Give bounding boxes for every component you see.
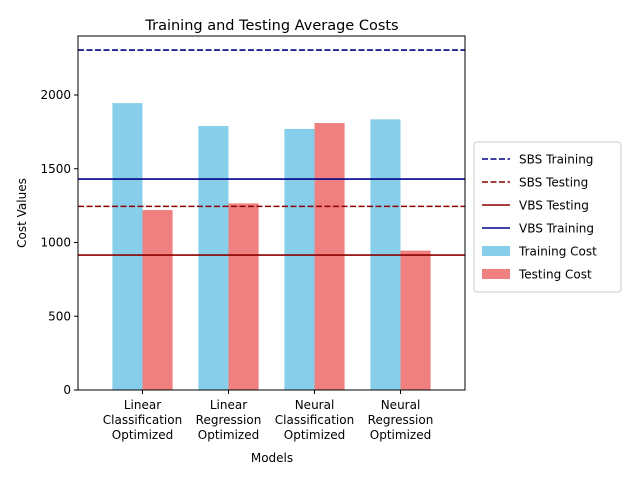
legend-label: Testing Cost [518,268,592,282]
y-tick-label: 0 [63,383,71,397]
y-axis-label: Cost Values [15,178,29,248]
legend-label: VBS Testing [519,199,589,213]
y-tick-label: 1000 [40,236,71,250]
y-axis: 0 500 1000 1500 2000 [40,88,78,397]
y-tick-label: 500 [48,309,71,323]
x-tick-label-4: Neural Regression Optimized [368,398,434,442]
x-axis: Linear Classification Optimized Linear Regre… [103,390,434,442]
testing-cost-bar-1 [142,210,173,390]
y-tick-label: 1500 [40,162,71,176]
testing-cost-bar-3 [314,123,345,391]
plot-content [78,49,465,391]
legend-label: VBS Training [519,222,594,236]
y-tick-label: 2000 [40,88,71,102]
legend-swatch [482,246,510,256]
training-cost-bar-2 [198,125,229,390]
testing-cost-bar-2 [228,203,259,390]
training-cost-bar-3 [284,128,315,391]
x-tick-label-2: Linear Regression Optimized [196,398,262,442]
x-axis-label: Models [251,451,293,465]
training-cost-bar-1 [112,103,143,391]
x-tick-label-1: Linear Classification Optimized [103,398,182,442]
x-tick-label-3: Neural Classification Optimized [275,398,354,442]
legend-swatch [482,269,510,279]
legend-box [473,141,622,293]
legend: SBS Training SBS Testing VBS Testing VBS Tr… [473,141,622,293]
testing-cost-bar-4 [400,250,431,390]
plot-frame [77,35,466,391]
legend-label: Training Cost [518,245,597,259]
chart-title: Training and Testing Average Costs [144,18,398,34]
legend-label: SBS Testing [519,176,588,190]
legend-label: SBS Training [519,153,593,167]
